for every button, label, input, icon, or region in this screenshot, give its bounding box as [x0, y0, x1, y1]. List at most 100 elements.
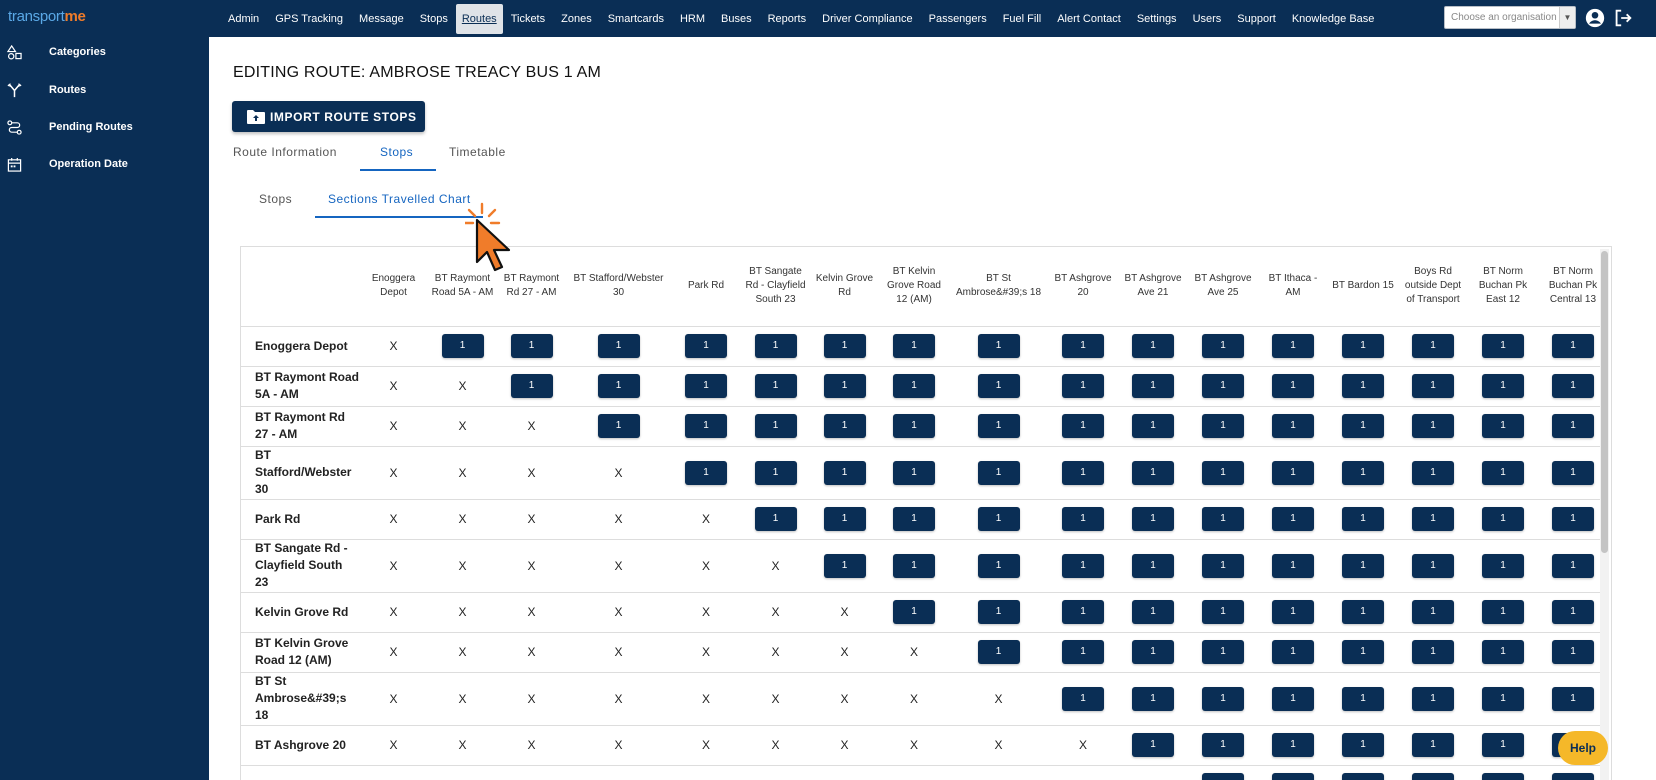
section-value-button[interactable]: 1 [1342, 553, 1384, 578]
section-value-button[interactable]: 1 [893, 553, 935, 578]
section-value-button[interactable]: 1 [1062, 686, 1104, 711]
section-value-button[interactable]: 1 [685, 334, 727, 358]
subtab-sections-travelled-chart[interactable]: Sections Travelled Chart [328, 192, 471, 206]
section-value-button[interactable]: 1 [1132, 507, 1174, 531]
section-value-button[interactable]: 1 [1202, 414, 1244, 438]
section-value-button[interactable]: 1 [1202, 733, 1244, 757]
nav-item-users[interactable]: Users [1192, 12, 1222, 25]
section-value-button[interactable]: 1 [754, 507, 797, 531]
section-value-button[interactable]: 1 [1132, 733, 1174, 757]
section-value-button[interactable]: 1 [1272, 600, 1314, 624]
section-value-button[interactable]: 1 [1552, 334, 1594, 358]
section-value-button[interactable]: 1 [685, 374, 727, 398]
section-value-button[interactable]: 1 [1342, 414, 1384, 438]
account-icon[interactable] [1584, 7, 1606, 29]
logout-icon[interactable] [1612, 7, 1634, 29]
sidebar-item-operation-date[interactable]: Operation Date [0, 149, 209, 179]
section-value-button[interactable]: 1 [510, 374, 553, 398]
nav-item-driver-compliance[interactable]: Driver Compliance [822, 12, 913, 25]
section-value-button[interactable]: 1 [977, 460, 1020, 485]
section-value-button[interactable]: 1 [977, 553, 1020, 578]
section-value-button[interactable]: 1 [1272, 374, 1314, 398]
nav-item-support[interactable]: Support [1237, 12, 1276, 25]
section-value-button[interactable]: 1 [1202, 686, 1244, 711]
section-value-button[interactable]: 1 [1062, 334, 1104, 358]
section-value-button[interactable]: 1 [1412, 507, 1454, 531]
section-value-button[interactable]: 1 [893, 414, 935, 438]
section-value-button[interactable]: 1 [1412, 600, 1454, 624]
nav-item-smartcards[interactable]: Smartcards [607, 12, 664, 25]
section-value-button[interactable]: 1 [1482, 414, 1524, 438]
section-value-button[interactable]: 1 [893, 507, 935, 531]
section-value-button[interactable]: 1 [754, 374, 797, 398]
section-value-button[interactable]: 1 [1552, 553, 1594, 578]
section-value-button[interactable]: 1 [1412, 414, 1454, 438]
section-value-button[interactable]: 1 [1132, 414, 1174, 438]
nav-item-gps-tracking[interactable]: GPS Tracking [275, 12, 344, 25]
help-button[interactable]: Help [1558, 731, 1608, 765]
section-value-button[interactable]: 1 [1272, 773, 1314, 780]
section-value-button[interactable]: 1 [977, 640, 1020, 664]
section-value-button[interactable]: 1 [1202, 334, 1244, 358]
section-value-button[interactable]: 1 [823, 334, 866, 358]
section-value-button[interactable]: 1 [1062, 640, 1104, 664]
section-value-button[interactable]: 1 [1482, 553, 1524, 578]
section-value-button[interactable]: 1 [893, 600, 935, 624]
section-value-button[interactable]: 1 [893, 334, 935, 358]
section-value-button[interactable]: 1 [597, 374, 640, 398]
section-value-button[interactable]: 1 [1482, 460, 1524, 485]
nav-item-knowledge-base[interactable]: Knowledge Base [1291, 12, 1375, 25]
section-value-button[interactable]: 1 [977, 414, 1020, 438]
section-value-button[interactable]: 1 [1482, 507, 1524, 531]
section-value-button[interactable]: 1 [1412, 553, 1454, 578]
section-value-button[interactable]: 1 [597, 334, 640, 358]
section-value-button[interactable]: 1 [1342, 773, 1384, 780]
section-value-button[interactable]: 1 [1272, 733, 1314, 757]
section-value-button[interactable]: 1 [1132, 600, 1174, 624]
nav-item-buses[interactable]: Buses [721, 12, 752, 25]
section-value-button[interactable]: 1 [1272, 686, 1314, 711]
chevron-down-icon[interactable]: ▼ [1559, 7, 1575, 28]
section-value-button[interactable]: 1 [1272, 553, 1314, 578]
subtab-stops[interactable]: Stops [259, 192, 293, 206]
section-value-button[interactable]: 1 [754, 334, 797, 358]
section-value-button[interactable]: 1 [1342, 374, 1384, 398]
section-value-button[interactable]: 1 [1062, 374, 1104, 398]
section-value-button[interactable]: 1 [1412, 686, 1454, 711]
nav-item-routes[interactable]: Routes [455, 3, 503, 34]
section-value-button[interactable]: 1 [754, 460, 797, 485]
section-value-button[interactable]: 1 [823, 460, 866, 485]
nav-item-hrm[interactable]: HRM [679, 12, 706, 25]
section-value-button[interactable]: 1 [1412, 334, 1454, 358]
section-value-button[interactable]: 1 [893, 374, 935, 398]
section-value-button[interactable]: 1 [1552, 773, 1594, 780]
nav-item-admin[interactable]: Admin [228, 12, 260, 25]
nav-item-settings[interactable]: Settings [1136, 12, 1177, 25]
section-value-button[interactable]: 1 [1552, 374, 1594, 398]
section-value-button[interactable]: 1 [1132, 553, 1174, 578]
section-value-button[interactable]: 1 [1202, 600, 1244, 624]
table-scrollbar-thumb[interactable] [1601, 251, 1608, 553]
section-value-button[interactable]: 1 [1412, 374, 1454, 398]
section-value-button[interactable]: 1 [1482, 600, 1524, 624]
sidebar-item-pending-routes[interactable]: Pending Routes [0, 112, 209, 142]
nav-item-tickets[interactable]: Tickets [510, 12, 546, 25]
section-value-button[interactable]: 1 [1412, 733, 1454, 757]
section-value-button[interactable]: 1 [823, 414, 866, 438]
section-value-button[interactable]: 1 [1342, 733, 1384, 757]
section-value-button[interactable]: 1 [1412, 460, 1454, 485]
section-value-button[interactable]: 1 [1482, 773, 1524, 780]
section-value-button[interactable]: 1 [1552, 414, 1594, 438]
section-value-button[interactable]: 1 [1132, 640, 1174, 664]
section-value-button[interactable]: 1 [441, 334, 484, 358]
section-value-button[interactable]: 1 [1132, 374, 1174, 398]
section-value-button[interactable]: 1 [1342, 334, 1384, 358]
section-value-button[interactable]: 1 [977, 600, 1020, 624]
section-value-button[interactable]: 1 [1202, 507, 1244, 531]
nav-item-reports[interactable]: Reports [767, 12, 807, 25]
section-value-button[interactable]: 1 [1552, 460, 1594, 485]
section-value-button[interactable]: 1 [1062, 460, 1104, 485]
section-value-button[interactable]: 1 [1482, 686, 1524, 711]
section-value-button[interactable]: 1 [597, 414, 640, 438]
nav-item-fuel-fill[interactable]: Fuel Fill [1002, 12, 1042, 25]
